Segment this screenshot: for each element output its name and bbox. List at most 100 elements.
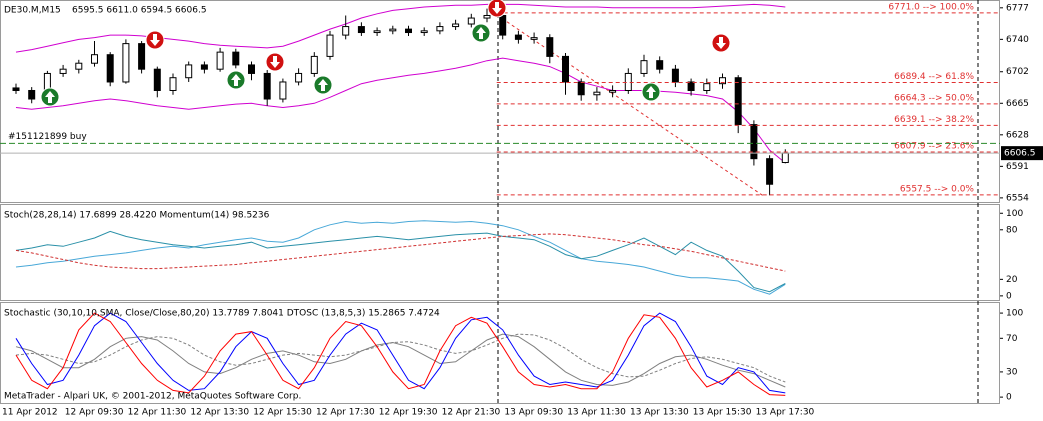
candle-body: [436, 26, 444, 32]
last-price-box: [1001, 146, 1043, 161]
x-tick-label: 13 Apr 09:30: [504, 408, 563, 418]
candle-body: [750, 124, 758, 160]
candle-body: [310, 55, 318, 74]
x-tick-label: 12 Apr 15:30: [253, 408, 312, 418]
candle-body: [593, 91, 601, 96]
y-tick-label: 20: [1006, 275, 1018, 285]
candle-body: [138, 43, 146, 70]
series-line: [15, 220, 786, 295]
candle-body: [530, 37, 538, 40]
candle-body: [546, 37, 554, 57]
fibo-label: 6557.5 --> 0.0%: [900, 184, 975, 194]
series-line: [15, 230, 786, 293]
candle-body: [75, 62, 83, 70]
panel-title: Stochastic (30,10,10,SMA, Close/Close,80…: [4, 309, 440, 319]
series-line: [15, 233, 786, 272]
candle-body: [656, 60, 664, 70]
candle-body: [200, 64, 208, 70]
candle-body: [232, 51, 240, 66]
y-tick-label: 30: [1006, 367, 1018, 377]
x-tick-label: 13 Apr 13:30: [630, 408, 689, 418]
candle-body: [342, 26, 350, 36]
candle-body: [169, 77, 177, 91]
candle-body: [640, 60, 648, 74]
sell-arrow: [270, 56, 280, 68]
candle-body: [781, 152, 789, 164]
candle-body: [562, 55, 569, 83]
y-tick-label: 6777: [1006, 3, 1029, 13]
last-price-label: 6606.5: [1004, 149, 1036, 159]
candle-body: [326, 34, 334, 57]
y-tick-label: 70: [1006, 334, 1018, 344]
x-tick-label: 13 Apr 11:30: [567, 408, 626, 418]
series-line: [15, 333, 786, 388]
candle-body: [185, 64, 193, 79]
candle-body: [609, 89, 617, 93]
candle-body: [719, 77, 726, 85]
candle-body: [91, 54, 98, 64]
y-tick-label: 6665: [1006, 99, 1029, 109]
buy-arrow: [318, 79, 328, 91]
candle-body: [499, 14, 507, 36]
x-tick-label: 13 Apr 17:30: [756, 408, 815, 418]
y-tick-label: 6740: [1006, 35, 1029, 45]
candle-body: [59, 68, 67, 74]
series-line: [15, 3, 786, 53]
fibo-label: 6607.9 --> 23.6%: [894, 141, 974, 151]
x-tick-label: 12 Apr 13:30: [190, 408, 249, 418]
candle-body: [452, 23, 460, 28]
candle-body: [373, 30, 381, 34]
panel-frame: [0, 204, 1000, 301]
separators: [497, 0, 979, 404]
candle-body: [248, 64, 255, 74]
x-tick-label: 12 Apr 11:30: [128, 408, 187, 418]
candle-body: [483, 14, 491, 19]
x-tick-label: 13 Apr 15:30: [693, 408, 752, 418]
signals: [40, 0, 731, 107]
candle-body: [703, 83, 711, 91]
buy-arrow: [476, 27, 486, 39]
candle-body: [12, 87, 20, 91]
candle-body: [279, 81, 287, 100]
footer: MetaTrader - Alpari UK, © 2001-2012, Met…: [4, 392, 301, 402]
y-tick-label: 100: [1006, 209, 1023, 219]
candle-body: [420, 30, 428, 34]
fibo-label: 6689.4 --> 61.8%: [894, 72, 974, 82]
series-line: [15, 312, 786, 396]
candle-body: [624, 72, 632, 91]
candle-body: [263, 72, 271, 100]
x-tick-label: 11 Apr 2012: [2, 408, 58, 418]
order-label: #151121899 buy: [8, 132, 87, 142]
candle-body: [216, 51, 224, 70]
candle-body: [295, 72, 303, 83]
candle-body: [357, 26, 365, 34]
candle-body: [28, 89, 36, 100]
fibo-label: 6771.0 --> 100.0%: [888, 2, 974, 12]
candle-body: [514, 34, 522, 40]
panel-title: Stoch(28,28,14) 17.6899 28.4220 Momentum…: [4, 211, 270, 221]
y-tick-label: 6554: [1006, 193, 1029, 203]
y-tick-label: 80: [1006, 225, 1018, 235]
y-tick-label: 6628: [1006, 130, 1029, 140]
candle-body: [153, 68, 161, 91]
chart-subtitle: 6595.5 6611.0 6594.5 6606.5: [72, 6, 207, 16]
candle-body: [389, 28, 397, 32]
sell-arrow: [150, 34, 160, 46]
candle-body: [577, 81, 585, 96]
panel-frame: [0, 302, 1000, 404]
x-tick-label: 12 Apr 09:30: [65, 408, 124, 418]
candle-body: [687, 81, 695, 91]
x-tick-label: 12 Apr 21:30: [442, 408, 501, 418]
series-line: [15, 333, 786, 383]
sell-arrow: [492, 2, 502, 14]
candle-body: [122, 43, 130, 83]
buy-arrow: [45, 91, 55, 103]
candle-body: [766, 158, 774, 185]
y-tick-label: 6702: [1006, 67, 1029, 77]
buy-arrow: [231, 74, 241, 86]
x-tick-label: 12 Apr 19:30: [379, 408, 438, 418]
candle-body: [671, 68, 679, 83]
